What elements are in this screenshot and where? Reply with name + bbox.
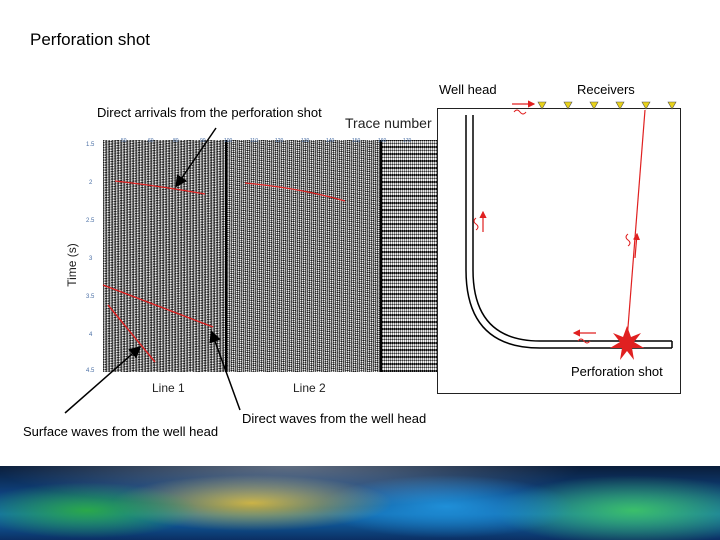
receiver-triangle — [667, 101, 677, 110]
wellbore-outer — [465, 115, 672, 349]
seismic-section — [103, 140, 437, 372]
wave-glyph-ray — [625, 233, 631, 247]
page-title: Perforation shot — [30, 30, 151, 49]
perforation-shot-label: Perforation shot — [571, 364, 663, 379]
line-separator-1 — [225, 140, 227, 372]
receivers-label: Receivers — [577, 82, 635, 97]
ray-arrow-up — [632, 232, 641, 259]
x-tick: 130 — [301, 138, 310, 144]
surface-wave-pick — [107, 304, 156, 363]
direct-arrival-pick-line1 — [114, 180, 206, 195]
trace-number-label: Trace number — [345, 115, 432, 131]
line-1-label: Line 1 — [152, 381, 185, 395]
receiver-array — [537, 101, 677, 110]
x-tick: 100 — [224, 138, 233, 144]
y-tick: 3.5 — [86, 294, 95, 300]
x-tick: 80 — [173, 138, 179, 144]
wave-glyph-surface — [513, 109, 527, 115]
x-tick: 150 — [352, 138, 361, 144]
x-tick: 50 — [121, 138, 127, 144]
seismic-line-3 — [380, 140, 437, 372]
wellbore-inner — [472, 115, 672, 342]
x-tick: 170 — [403, 138, 412, 144]
wave-glyph-horizontal — [577, 338, 591, 344]
y-tick: 3 — [89, 256, 93, 262]
x-tick: 140 — [326, 138, 335, 144]
x-tick: 120 — [275, 138, 284, 144]
x-tick: 60 — [148, 138, 154, 144]
y-tick-column: 1.5 2 2.5 3 3.5 4 4.5 — [86, 140, 102, 376]
receiver-triangle — [589, 101, 599, 110]
surface-waves-arrow — [64, 346, 142, 414]
receiver-triangle — [615, 101, 625, 110]
x-tick-row: 50 60 80 90 100 110 120 130 140 150 160 … — [103, 138, 437, 146]
ray-to-receiver — [626, 109, 646, 341]
receiver-triangle — [563, 101, 573, 110]
direct-waves-arrow — [209, 330, 241, 411]
surface-waves-label: Surface waves from the well head — [23, 424, 219, 439]
direct-arrivals-arrow — [175, 127, 217, 188]
y-tick: 4.5 — [86, 368, 95, 374]
wave-glyph-well — [473, 217, 479, 231]
direct-arrival-pick-line2 — [244, 182, 346, 202]
seismic-line-1 — [103, 140, 225, 372]
line-separator-2 — [380, 140, 382, 372]
well-head-label: Well head — [439, 82, 497, 97]
receiver-triangle — [641, 101, 651, 110]
x-tick: 90 — [200, 138, 206, 144]
y-tick: 4 — [89, 332, 93, 338]
direct-waves-label: Direct waves from the well head — [242, 411, 427, 426]
direct-arrivals-label: Direct arrivals from the perforation sho… — [97, 105, 322, 120]
receiver-triangle — [537, 101, 547, 110]
earth-banner — [0, 466, 720, 540]
y-tick: 2.5 — [86, 218, 95, 224]
line-2-label: Line 2 — [293, 381, 326, 395]
perforation-shot-star — [610, 326, 644, 360]
y-tick: 2 — [89, 180, 93, 186]
direct-wave-pick — [102, 284, 214, 328]
seismic-line-2 — [225, 140, 380, 372]
y-tick: 1.5 — [86, 142, 95, 148]
x-tick: 160 — [378, 138, 387, 144]
x-tick: 110 — [250, 138, 258, 144]
